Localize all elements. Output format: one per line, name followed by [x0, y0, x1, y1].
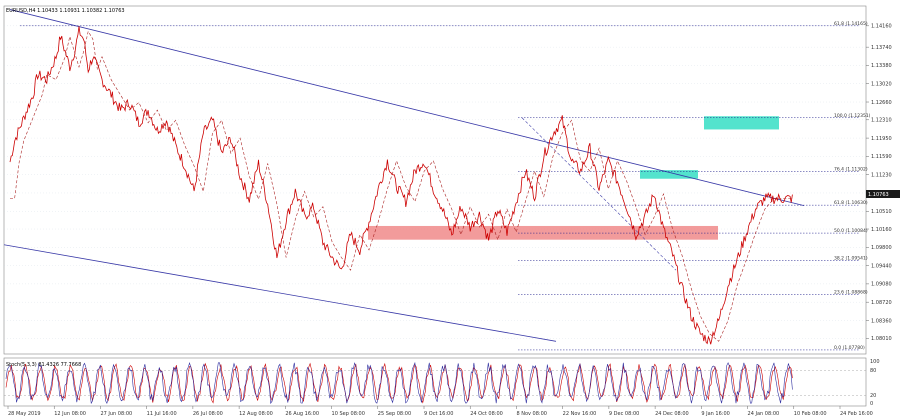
- time-axis: 28 May 2019 12 Jun 08:00 27 Jun 08:00 11 Ju…: [7, 406, 873, 417]
- x-tick-label: 9 Jan 16:00: [701, 411, 729, 417]
- stoch-level-0: 0: [870, 401, 873, 407]
- x-tick-label: 8 Nov 08:00: [516, 411, 547, 417]
- y-tick-label: 1.12310: [871, 118, 892, 124]
- y-tick-label: 1.13380: [871, 63, 892, 69]
- y-tick-label: 1.08720: [871, 300, 892, 306]
- y-tick-label: 1.13740: [871, 45, 892, 51]
- y-tick-label: 1.11230: [871, 172, 892, 178]
- stochastic-oscillator: [4, 361, 866, 405]
- x-tick-label: 27 Jun 08:00: [100, 411, 132, 417]
- x-tick-label: 11 Jul 16:00: [147, 411, 177, 417]
- current-price-label: 1.10763: [868, 192, 889, 198]
- current-price-tag: [866, 190, 900, 198]
- x-tick-label: 28 May 2019: [8, 411, 41, 417]
- x-tick-label: 26 Jul 08:00: [193, 411, 223, 417]
- stoch-level-80: 80: [870, 368, 876, 374]
- fib-label: 50.0 (1.10084): [834, 228, 868, 234]
- y-tick-label: 1.10510: [871, 209, 892, 215]
- y-tick-label: 1.08010: [871, 336, 892, 342]
- x-tick-label: 24 Feb 16:00: [840, 411, 873, 417]
- x-tick-label: 22 Nov 16:00: [563, 411, 597, 417]
- x-tick-label: 12 Jun 08:00: [54, 411, 86, 417]
- oscillator-label: Stoch(5,3,3) 81.4326 77.7668: [6, 362, 81, 368]
- x-tick-label: 10 Feb 08:00: [794, 411, 827, 417]
- price-series: [9, 26, 793, 345]
- target-zone-near: [640, 170, 698, 179]
- fibonacci-levels: 61.8 (1.14165) 100.0 (1.12351) 76.4 (1.113…: [20, 21, 871, 351]
- y-tick-label: 1.13020: [871, 82, 892, 88]
- trend-channel: [3, 9, 805, 342]
- stoch-signal-line: [5, 362, 793, 404]
- y-tick-label: 1.12660: [871, 100, 892, 106]
- trend-line-dashed: [521, 117, 677, 271]
- y-tick-label: 1.11590: [871, 154, 892, 160]
- price-axis: 1.14160 1.13740 1.13380 1.13020 1.12660 1.123…: [866, 24, 892, 342]
- x-tick-label: 10 Sep 08:00: [332, 411, 365, 417]
- fib-label: 23.6 (1.08868): [834, 290, 868, 296]
- fib-label: 100.0 (1.12351): [834, 113, 871, 119]
- stoch-level-100: 100: [870, 359, 880, 365]
- y-tick-label: 1.11950: [871, 136, 892, 142]
- y-tick-label: 1.14160: [871, 24, 892, 30]
- y-tick-label: 1.08360: [871, 318, 892, 324]
- resistance-zone: [368, 225, 718, 240]
- x-tick-label: 9 Dec 08:00: [609, 411, 639, 417]
- channel-upper-line: [9, 9, 805, 207]
- stoch-main-line: [5, 361, 793, 405]
- y-tick-label: 1.10160: [871, 227, 892, 233]
- x-tick-label: 25 Sep 08:00: [378, 411, 411, 417]
- x-tick-label: 9 Oct 16:00: [424, 411, 453, 417]
- y-tick-label: 1.09800: [871, 245, 892, 251]
- x-tick-label: 26 Aug 16:00: [285, 411, 319, 417]
- price-zones: [368, 116, 779, 240]
- fib-label: 61.8 (1.10630): [834, 200, 868, 206]
- target-zone-far: [704, 116, 779, 130]
- price-line: [9, 26, 793, 345]
- fib-label: 0.0 (1.07780): [834, 345, 865, 351]
- x-tick-label: 12 Aug 08:00: [239, 411, 273, 417]
- channel-lower-line: [3, 244, 557, 342]
- fib-label: 61.8 (1.14165): [834, 21, 868, 27]
- moving-average-line: [10, 30, 793, 342]
- stoch-level-20: 20: [870, 393, 876, 399]
- fib-label: 76.4 (1.11302): [834, 167, 868, 173]
- x-tick-label: 24 Dec 08:00: [655, 411, 689, 417]
- y-tick-label: 1.09440: [871, 263, 892, 269]
- x-tick-label: 24 Oct 08:00: [470, 411, 503, 417]
- symbol-header: EURUSD,H4 1.10433 1.10931 1.10382 1.1076…: [6, 8, 125, 14]
- y-tick-label: 1.09080: [871, 282, 892, 288]
- fib-label: 38.2 (1.09541): [834, 256, 868, 262]
- x-tick-label: 24 Jan 08:00: [748, 411, 780, 417]
